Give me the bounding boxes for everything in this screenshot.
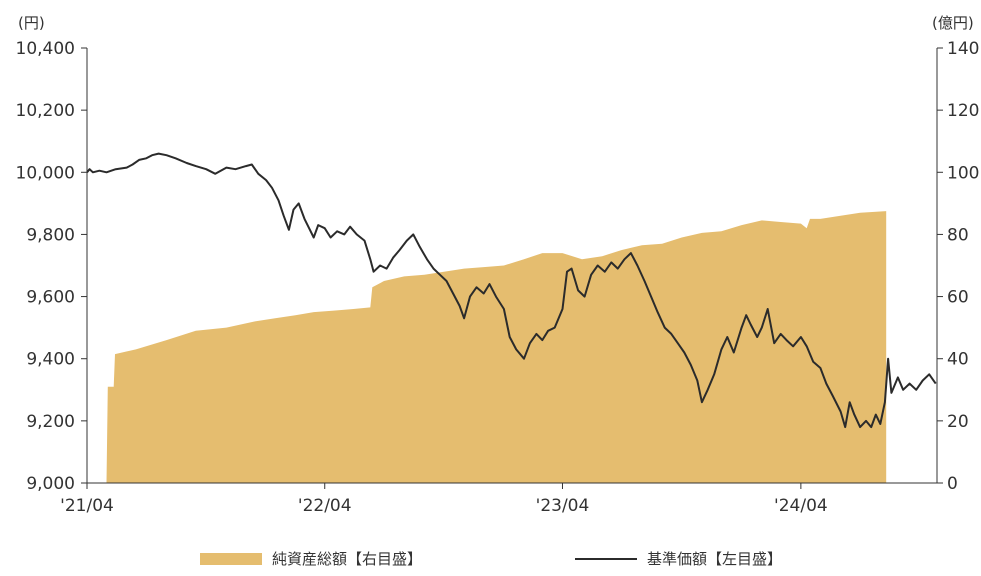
- legend-nav-label: 基準価額【左目盛】: [647, 550, 783, 568]
- net-assets-area-layer: [87, 211, 887, 483]
- legend-item-net-assets: 純資産総額【右目盛】: [200, 548, 422, 569]
- left-axis-tick-label: 9,800: [26, 225, 75, 245]
- axes-layer: 9,000 9,200 9,400 9,600 9,800 10,000 10,200 10,…: [16, 39, 980, 516]
- left-axis-tick-label: 10,200: [16, 101, 75, 121]
- nav-line: [86, 152, 937, 429]
- x-axis-tick-label: '24/04: [774, 496, 828, 516]
- right-axis-tick-label: 120: [947, 101, 979, 121]
- right-axis-unit-label: (億円): [932, 14, 974, 32]
- left-axis-tick-label: 9,000: [26, 474, 75, 494]
- left-axis-tick-label: 9,200: [26, 412, 75, 432]
- legend-item-nav: 基準価額【左目盛】: [575, 548, 782, 569]
- right-axis-tick-label: 40: [947, 350, 969, 370]
- chart-legend: 純資産総額【右目盛】 基準価額【左目盛】: [0, 548, 981, 570]
- right-axis-tick-label: 100: [947, 163, 979, 183]
- right-axis-tick-label: 140: [947, 39, 979, 59]
- x-axis-tick-label: '22/04: [298, 496, 352, 516]
- net-assets-area: [87, 211, 887, 483]
- left-axis-tick-label: 10,000: [16, 163, 75, 183]
- right-axis-tick-label: 0: [947, 474, 958, 494]
- left-axis-tick-label: 10,400: [16, 39, 75, 59]
- left-axis-tick-label: 9,600: [26, 288, 75, 308]
- left-axis-tick-label: 9,400: [26, 350, 75, 370]
- legend-net-assets-label: 純資産総額【右目盛】: [272, 550, 423, 568]
- right-axis-tick-label: 60: [947, 288, 969, 308]
- legend-line-swatch: [575, 557, 637, 560]
- left-axis-unit-label: (円): [18, 14, 45, 32]
- right-axis-tick-label: 80: [947, 225, 969, 245]
- nav-line-layer: [86, 152, 937, 429]
- right-axis-tick-label: 20: [947, 412, 969, 432]
- x-axis-tick-label: '23/04: [536, 496, 590, 516]
- x-axis-tick-label: '21/04: [60, 496, 114, 516]
- legend-area-swatch: [200, 552, 262, 565]
